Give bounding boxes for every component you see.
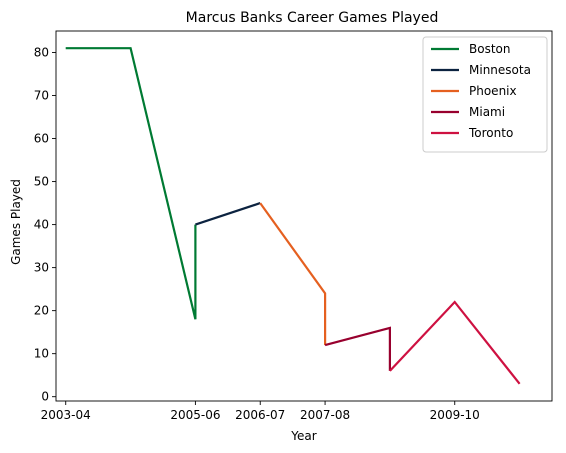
x-tick-label: 2007-08 xyxy=(300,408,350,422)
plot-frame xyxy=(55,30,553,402)
y-tick-label: 20 xyxy=(34,304,49,318)
series-line-phoenix xyxy=(259,202,327,346)
x-tick-label: 2006-07 xyxy=(235,408,285,422)
x-tick-label: 2003-04 xyxy=(41,408,91,422)
y-tick-label: 70 xyxy=(34,89,49,103)
legend-label: Minnesota xyxy=(469,63,531,77)
y-tick-label: 0 xyxy=(41,390,49,404)
y-tick-label: 10 xyxy=(34,347,49,361)
x-tick-label: 2009-10 xyxy=(430,408,480,422)
legend-box xyxy=(422,36,548,153)
y-tick-label: 50 xyxy=(34,175,49,189)
legend-label: Phoenix xyxy=(469,84,517,98)
y-axis-title: Games Played xyxy=(9,179,23,265)
legend-label: Toronto xyxy=(468,126,513,140)
legend-label: Boston xyxy=(469,42,510,56)
plot-area: 0 10 20 30 40 50 60 70 80 2003-04 2005-06 2006-07 20… xyxy=(34,30,553,422)
y-tick-label: 30 xyxy=(34,261,49,275)
series-line-minnesota xyxy=(195,202,261,226)
chart-title: Marcus Banks Career Games Played xyxy=(186,10,439,26)
legend-label: Miami xyxy=(469,105,505,119)
y-tick-label: 80 xyxy=(34,46,49,60)
x-axis-title: Year xyxy=(290,429,316,443)
series-line-toronto xyxy=(389,300,521,385)
legend: Boston Minnesota Phoenix Miami Toronto xyxy=(422,36,548,153)
y-tick-label: 60 xyxy=(34,132,49,146)
series-line-boston xyxy=(65,47,197,320)
y-tick-label: 40 xyxy=(34,218,49,232)
x-tick-label: 2005-06 xyxy=(170,408,220,422)
series-line-miami xyxy=(324,326,391,371)
